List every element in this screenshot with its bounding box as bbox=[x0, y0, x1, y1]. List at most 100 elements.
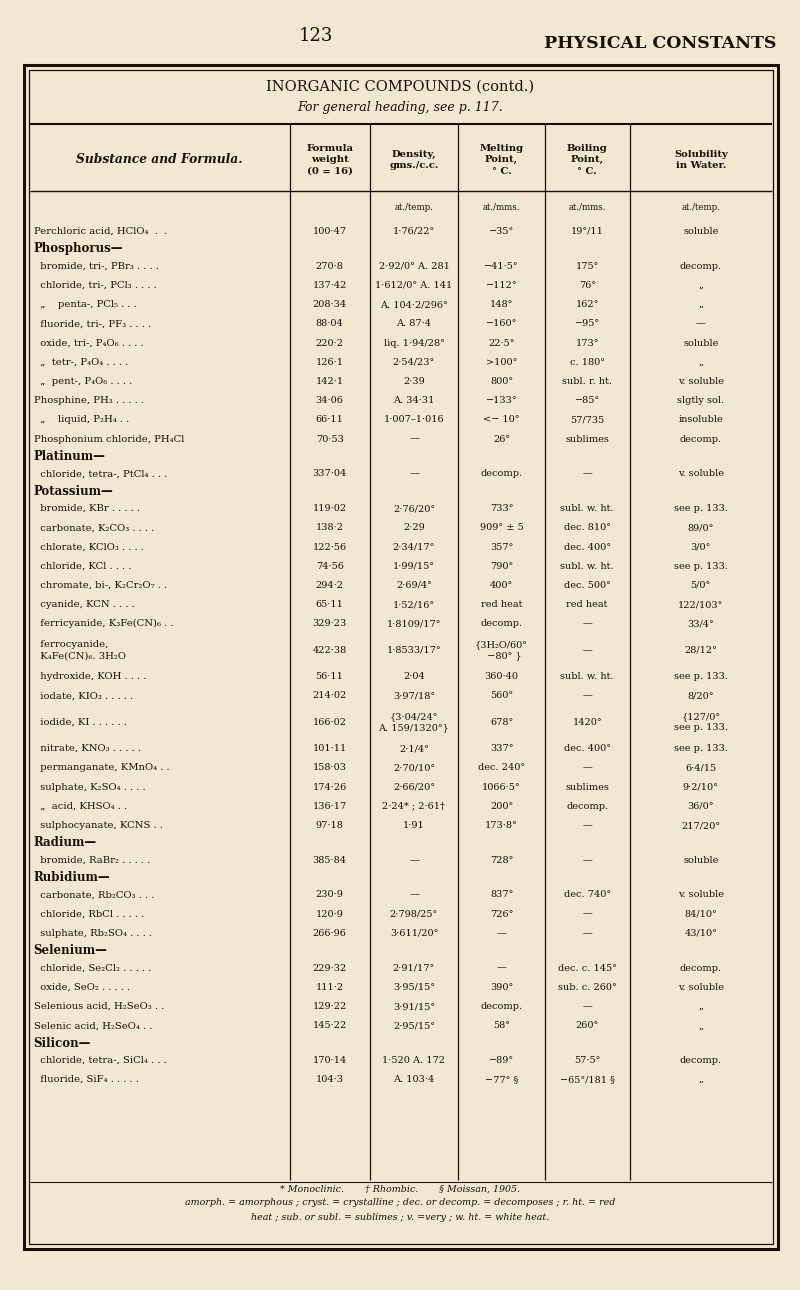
Text: —: — bbox=[497, 964, 506, 973]
Text: carbonate, K₂CO₃ . . . .: carbonate, K₂CO₃ . . . . bbox=[34, 524, 154, 533]
Text: —: — bbox=[582, 764, 592, 773]
Text: soluble: soluble bbox=[683, 227, 718, 236]
Text: chloride, tetra-, PtCl₄ . . .: chloride, tetra-, PtCl₄ . . . bbox=[34, 470, 167, 479]
Text: 57/735: 57/735 bbox=[570, 415, 604, 424]
Text: v. soluble: v. soluble bbox=[678, 983, 724, 992]
Text: 2·91/17°: 2·91/17° bbox=[393, 964, 435, 973]
Text: 214·02: 214·02 bbox=[313, 691, 346, 700]
Text: „: „ bbox=[698, 1075, 703, 1084]
Text: 158·03: 158·03 bbox=[313, 764, 346, 773]
Text: 1·007–1·016: 1·007–1·016 bbox=[384, 415, 444, 424]
Text: 329·23: 329·23 bbox=[313, 619, 346, 628]
Text: chloride, tri-, PCl₃ . . . .: chloride, tri-, PCl₃ . . . . bbox=[34, 281, 156, 290]
Text: sublimes: sublimes bbox=[566, 435, 609, 444]
Text: Solubility
in Water.: Solubility in Water. bbox=[674, 150, 728, 170]
Text: −77° §: −77° § bbox=[485, 1075, 518, 1084]
Text: 174·26: 174·26 bbox=[313, 783, 346, 792]
Text: „  acid, KHSO₄ . .: „ acid, KHSO₄ . . bbox=[34, 802, 126, 811]
Text: 909° ± 5: 909° ± 5 bbox=[480, 524, 523, 533]
Text: 360·40: 360·40 bbox=[485, 672, 518, 681]
Text: 175°: 175° bbox=[575, 262, 599, 271]
Text: decomp.: decomp. bbox=[566, 802, 608, 811]
Text: —: — bbox=[582, 619, 592, 628]
Text: oxide, tri-, P₄O₆ . . . .: oxide, tri-, P₄O₆ . . . . bbox=[34, 338, 143, 347]
Text: 148°: 148° bbox=[490, 301, 514, 310]
Text: dec. 500°: dec. 500° bbox=[564, 580, 610, 590]
Text: c. 180°: c. 180° bbox=[570, 357, 605, 366]
Text: 229·32: 229·32 bbox=[313, 964, 346, 973]
Text: −112°: −112° bbox=[486, 281, 518, 290]
Text: 2·29: 2·29 bbox=[403, 524, 425, 533]
Text: decomp.: decomp. bbox=[680, 1057, 722, 1066]
Text: 1·76/22°: 1·76/22° bbox=[393, 227, 435, 236]
Text: 1·8533/17°: 1·8533/17° bbox=[386, 646, 442, 655]
Text: 790°: 790° bbox=[490, 561, 514, 570]
Text: „    penta-, PCl₅ . . .: „ penta-, PCl₅ . . . bbox=[34, 301, 136, 310]
Text: 200°: 200° bbox=[490, 802, 514, 811]
Text: 2·76/20°: 2·76/20° bbox=[393, 504, 435, 513]
Text: chloride, RbCl . . . . .: chloride, RbCl . . . . . bbox=[34, 909, 144, 918]
Text: „  tetr-, P₄O₄ . . . .: „ tetr-, P₄O₄ . . . . bbox=[34, 357, 128, 366]
Text: 122/103°: 122/103° bbox=[678, 600, 723, 609]
Text: 2·34/17°: 2·34/17° bbox=[393, 543, 435, 552]
Text: fluoride, tri-, PF₃ . . . .: fluoride, tri-, PF₃ . . . . bbox=[34, 320, 150, 329]
Text: 2·24* ; 2·61†: 2·24* ; 2·61† bbox=[382, 802, 446, 811]
Text: liq. 1·94/28°: liq. 1·94/28° bbox=[383, 338, 445, 347]
Text: v. soluble: v. soluble bbox=[678, 890, 724, 899]
Text: 733°: 733° bbox=[490, 504, 514, 513]
Text: Boiling
Point,
° C.: Boiling Point, ° C. bbox=[567, 144, 607, 175]
Text: „: „ bbox=[698, 357, 703, 366]
Text: −85°: −85° bbox=[574, 396, 600, 405]
Text: chloride, Se₂Cl₂ . . . . .: chloride, Se₂Cl₂ . . . . . bbox=[34, 964, 151, 973]
Text: red heat: red heat bbox=[481, 600, 522, 609]
Text: −95°: −95° bbox=[574, 320, 600, 329]
Text: Substance and Formula.: Substance and Formula. bbox=[76, 154, 242, 166]
Text: 129·22: 129·22 bbox=[313, 1002, 346, 1011]
Text: Melting
Point,
° C.: Melting Point, ° C. bbox=[479, 144, 524, 175]
Text: at./temp.: at./temp. bbox=[394, 203, 434, 212]
Text: * Monoclinic.       † Rhombic.       § Moissan, 1905.: * Monoclinic. † Rhombic. § Moissan, 1905… bbox=[280, 1184, 520, 1193]
Text: 2·04: 2·04 bbox=[403, 672, 425, 681]
Text: Phosphine, PH₃ . . . . .: Phosphine, PH₃ . . . . . bbox=[34, 396, 144, 405]
Text: soluble: soluble bbox=[683, 338, 718, 347]
Text: Selenic acid, H₂SeO₄ . .: Selenic acid, H₂SeO₄ . . bbox=[34, 1022, 152, 1031]
Text: 1·91: 1·91 bbox=[403, 820, 425, 829]
Text: 1·52/16°: 1·52/16° bbox=[393, 600, 435, 609]
Text: 2·66/20°: 2·66/20° bbox=[393, 783, 435, 792]
Text: 138·2: 138·2 bbox=[315, 524, 344, 533]
Text: 2·70/10°: 2·70/10° bbox=[393, 764, 435, 773]
Text: 33/4°: 33/4° bbox=[687, 619, 714, 628]
Text: „    liquid, P₂H₄ . .: „ liquid, P₂H₄ . . bbox=[34, 415, 129, 424]
Text: 217/20°: 217/20° bbox=[682, 820, 720, 829]
Text: 65·11: 65·11 bbox=[316, 600, 343, 609]
Text: 1420°: 1420° bbox=[572, 717, 602, 726]
Text: „: „ bbox=[698, 1002, 703, 1011]
Text: Density,
gms./c.c.: Density, gms./c.c. bbox=[390, 150, 438, 170]
Text: „: „ bbox=[698, 281, 703, 290]
Text: dec. c. 145°: dec. c. 145° bbox=[558, 964, 617, 973]
Text: iodate, KIO₃ . . . . .: iodate, KIO₃ . . . . . bbox=[34, 691, 133, 700]
Text: „  pent-, P₄O₆ . . . .: „ pent-, P₄O₆ . . . . bbox=[34, 377, 132, 386]
Text: chloride, KCl . . . .: chloride, KCl . . . . bbox=[34, 561, 131, 570]
Text: 294·2: 294·2 bbox=[315, 580, 344, 590]
Text: decomp.: decomp. bbox=[481, 470, 522, 479]
Text: „: „ bbox=[698, 301, 703, 310]
Text: 97·18: 97·18 bbox=[316, 820, 343, 829]
Text: A. 103·4: A. 103·4 bbox=[394, 1075, 434, 1084]
Text: sulphate, Rb₂SO₄ . . . .: sulphate, Rb₂SO₄ . . . . bbox=[34, 929, 152, 938]
Text: 101·11: 101·11 bbox=[313, 744, 346, 753]
Text: 2·95/15°: 2·95/15° bbox=[393, 1022, 435, 1031]
Text: A. 34·31: A. 34·31 bbox=[394, 396, 434, 405]
Text: 145·22: 145·22 bbox=[313, 1022, 346, 1031]
Text: dec. 810°: dec. 810° bbox=[564, 524, 610, 533]
Text: fluoride, SiF₄ . . . . .: fluoride, SiF₄ . . . . . bbox=[34, 1075, 138, 1084]
Text: 337·04: 337·04 bbox=[313, 470, 346, 479]
Text: 2·92/0° A. 281: 2·92/0° A. 281 bbox=[378, 262, 450, 271]
Text: 58°: 58° bbox=[493, 1022, 510, 1031]
Text: 8/20°: 8/20° bbox=[687, 691, 714, 700]
Text: 728°: 728° bbox=[490, 855, 514, 864]
Text: 66·11: 66·11 bbox=[316, 415, 343, 424]
Text: −65°/181 §: −65°/181 § bbox=[560, 1075, 614, 1084]
Text: subl. w. ht.: subl. w. ht. bbox=[560, 504, 614, 513]
Text: −89°: −89° bbox=[489, 1057, 514, 1066]
